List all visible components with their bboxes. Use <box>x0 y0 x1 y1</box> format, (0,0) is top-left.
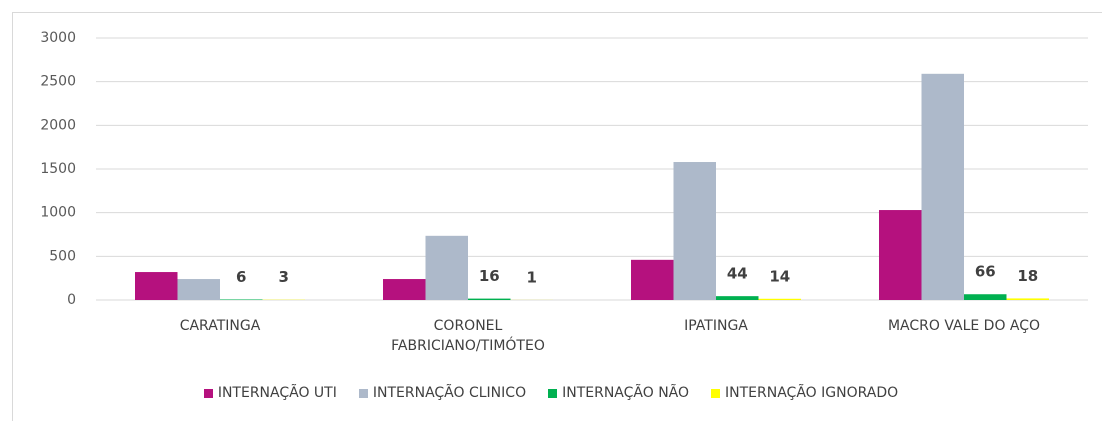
legend-label: INTERNAÇÃO CLINICO <box>372 385 527 401</box>
bar <box>177 279 220 300</box>
bar <box>673 162 716 300</box>
legend-swatch <box>203 388 213 398</box>
data-label: 44 <box>727 265 748 283</box>
data-label: 66 <box>975 263 996 281</box>
data-label: 1 <box>527 268 537 286</box>
legend-swatch <box>711 388 721 398</box>
bar <box>921 73 964 300</box>
legend-swatch <box>548 388 558 398</box>
legend: INTERNAÇÃO UTI INTERNAÇÃO CLINICO INTERNAÇ… <box>0 385 1102 401</box>
bar <box>964 294 1007 300</box>
y-tick-label: 500 <box>49 248 76 264</box>
y-tick-label: 1500 <box>40 161 76 177</box>
bar <box>1006 298 1049 300</box>
bar <box>425 235 468 300</box>
bar <box>716 296 759 300</box>
legend-item: INTERNAÇÃO CLINICO <box>358 385 527 401</box>
y-tick-label: 3000 <box>40 30 76 46</box>
chart-border <box>12 12 1102 421</box>
bar <box>135 272 178 300</box>
data-label: 18 <box>1017 267 1038 285</box>
y-tick-label: 0 <box>67 292 76 308</box>
x-tick-label: CORONEL FABRICIANO/TIMÓTEO <box>391 318 545 354</box>
bar <box>468 298 511 300</box>
x-tick-label: IPATINGA <box>684 318 748 334</box>
data-label: 16 <box>479 267 500 285</box>
legend-label: INTERNAÇÃO UTI <box>217 385 337 401</box>
data-label: 3 <box>279 268 289 286</box>
legend-item: INTERNAÇÃO UTI <box>203 385 337 401</box>
data-label: 14 <box>769 267 790 285</box>
legend-item: INTERNAÇÃO IGNORADO <box>711 385 898 401</box>
x-tick-label: CARATINGA <box>179 318 261 334</box>
data-label: 6 <box>236 268 246 286</box>
bar <box>758 298 801 300</box>
y-tick-label: 2000 <box>40 117 76 133</box>
x-tick-label: MACRO VALE DO AÇO <box>887 318 1041 334</box>
bar <box>631 259 674 300</box>
legend-item: INTERNAÇÃO NÃO <box>548 385 689 401</box>
bar <box>220 299 263 300</box>
legend-label: INTERNAÇÃO NÃO <box>562 385 690 401</box>
bar <box>879 210 922 300</box>
y-tick-label: 2500 <box>40 74 76 90</box>
y-tick-label: 1000 <box>40 205 76 221</box>
legend-swatch <box>358 388 368 398</box>
bar <box>383 279 426 300</box>
legend-label: INTERNAÇÃO IGNORADO <box>725 385 899 401</box>
